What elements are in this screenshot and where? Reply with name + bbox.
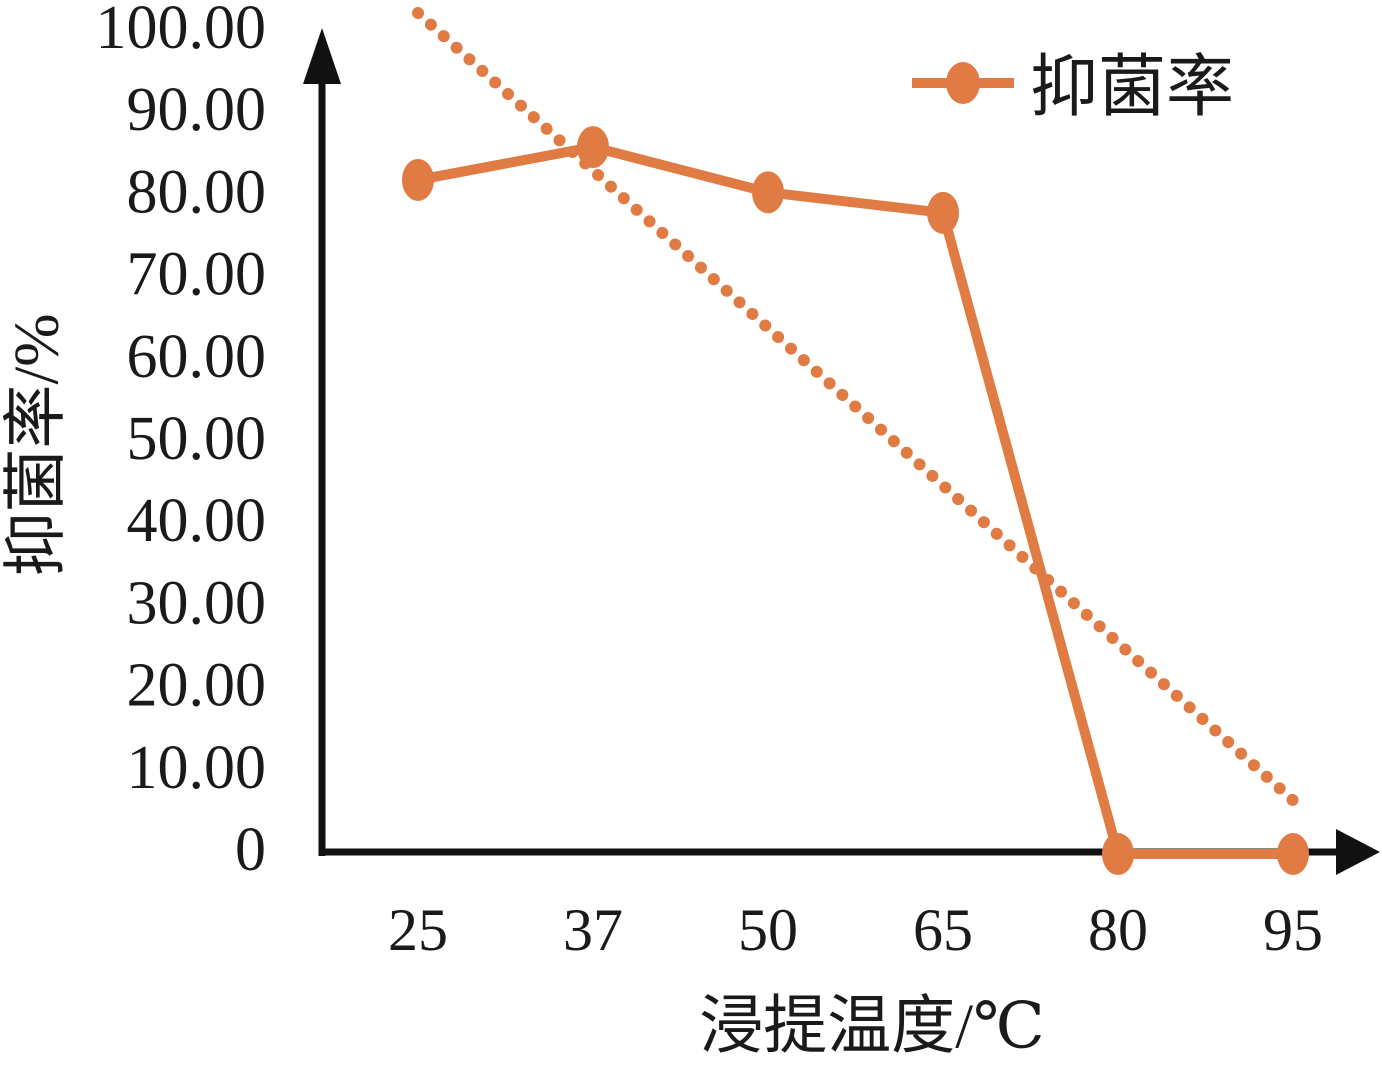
x-axis-arrow-icon: [1336, 829, 1380, 875]
y-tick-label: 20.00: [127, 652, 267, 720]
y-tick-label: 100.00: [96, 0, 267, 62]
series-polyline: [417, 142, 1293, 859]
x-axis-title: 浸提温度/℃: [699, 991, 1044, 1062]
y-tick-label: 70.00: [127, 241, 267, 309]
x-tick-label: 50: [738, 897, 798, 963]
legend-marker-icon: [946, 62, 980, 104]
data-point-marker: [752, 171, 784, 214]
y-tick-label: 40.00: [127, 487, 267, 555]
y-tick-labels: 100.00 90.00 80.00 70.00 60.00 50.00 40.00 30.0…: [96, 0, 267, 884]
data-point-marker: [1102, 833, 1134, 875]
x-axis: 浸提温度/℃ 25 37 50 65 80 95: [319, 829, 1380, 1062]
y-tick-label: 50.00: [127, 405, 267, 473]
trendline: [412, 7, 1299, 807]
data-point-marker: [927, 191, 959, 234]
trendline-dotted: [412, 7, 1299, 807]
y-tick-label: 90.00: [127, 76, 267, 144]
data-point-marker: [577, 126, 609, 169]
x-tick-label: 25: [388, 897, 448, 963]
y-axis: 抑菌率/% 100.00 90.00 80.00 70.00 60.00 50.00 40.…: [1, 0, 341, 884]
x-tick-label: 65: [913, 897, 973, 963]
y-tick-label: 30.00: [127, 569, 267, 637]
legend-label: 抑菌率: [1030, 49, 1234, 125]
x-tick-label: 95: [1263, 897, 1323, 963]
y-tick-label: 60.00: [127, 323, 267, 391]
y-axis-title: 抑菌率/%: [1, 313, 72, 576]
data-point-marker: [402, 158, 434, 201]
x-tick-labels: 25 37 50 65 80 95: [388, 897, 1323, 963]
x-tick-label: 80: [1088, 897, 1148, 963]
y-axis-arrow-icon: [303, 28, 341, 84]
legend: 抑菌率: [912, 49, 1234, 125]
data-point-marker: [1277, 833, 1309, 875]
x-tick-label: 37: [563, 897, 623, 963]
y-tick-label: 80.00: [127, 158, 267, 226]
y-tick-label: 0: [235, 816, 266, 884]
series-line: [402, 126, 1309, 875]
y-tick-label: 10.00: [127, 734, 267, 802]
